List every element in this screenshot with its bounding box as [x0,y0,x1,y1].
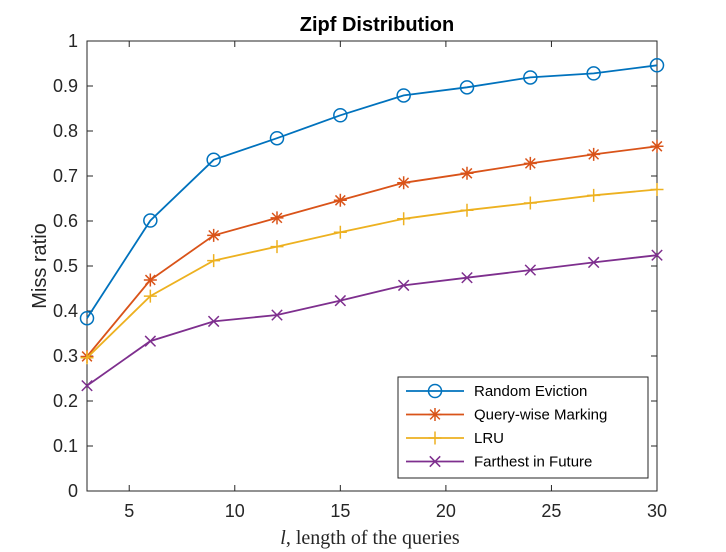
series-random-eviction [79,58,665,326]
cross-marker [587,256,600,269]
y-tick-label: 0 [68,481,78,501]
cross-marker [397,279,410,292]
circle-marker [427,383,443,399]
cross-marker [271,309,283,321]
circle-marker [206,152,221,168]
cross-marker [524,264,537,276]
legend-label: Farthest in Future [474,454,592,471]
plus-marker [270,240,284,254]
cross-marker [429,455,441,468]
cross-marker [334,294,347,307]
plus-marker [397,212,411,226]
plus-marker [143,289,157,303]
cross-marker [461,271,473,284]
x-tick-label: 10 [225,501,245,521]
y-tick-label: 0.8 [53,121,78,141]
circle-marker [459,80,475,95]
x-axis-label-variable: l [280,527,286,549]
chart-title: Zipf Distribution [300,14,454,36]
asterisk-marker [207,228,221,242]
plus-marker [650,183,664,196]
y-tick-label: 0.7 [53,166,78,186]
x-tick-label: 25 [541,501,561,521]
y-axis-label: Miss ratio [29,223,51,309]
series-line [86,188,658,359]
series-line [86,254,658,387]
y-tick-label: 0.6 [53,211,78,231]
asterisk-marker [270,211,284,225]
series-line [86,145,658,358]
circle-marker [333,108,348,123]
series-farthest-in-future [81,249,663,392]
plus-marker [80,351,94,365]
circle-marker [79,310,95,326]
legend-entry: Farthest in Future [406,454,592,471]
y-tick-label: 1 [68,31,78,51]
plus-marker [587,188,601,202]
y-tick-label: 0.2 [53,391,78,411]
circle-marker [523,70,538,85]
cross-marker [144,335,157,347]
legend-entry: Query-wise Marking [406,407,607,424]
x-axis-label-text: , length of the queries [286,527,460,549]
y-tick-label: 0.1 [53,436,78,456]
x-tick-label: 15 [330,501,350,521]
legend-label: LRU [474,430,504,447]
cross-marker [207,315,220,328]
x-tick-label: 30 [647,501,667,521]
circle-marker [586,66,601,81]
asterisk-marker [587,147,601,161]
plus-marker [460,203,474,217]
asterisk-marker [460,166,474,180]
series-lru [80,183,664,365]
asterisk-marker [428,408,442,421]
legend-entry: LRU [406,430,504,447]
y-tick-label: 0.5 [53,256,78,276]
plus-marker [207,254,221,268]
asterisk-marker [650,139,664,153]
plus-marker [523,196,537,210]
plus-marker [333,225,347,239]
legend-entry: Random Eviction [406,383,587,400]
legend-label: Query-wise Marking [474,407,607,424]
cross-marker [651,249,663,261]
legend-label: Random Eviction [474,383,587,400]
circle-marker [143,213,158,228]
cross-marker [81,379,93,392]
x-axis-label: l, length of the queries [280,527,460,549]
y-tick-label: 0.9 [53,76,78,96]
plus-marker [428,431,442,445]
circle-marker [269,130,285,146]
circle-marker [396,88,411,103]
series-query-wise-marking [80,139,664,363]
asterisk-marker [143,273,157,287]
series-line [86,64,658,319]
asterisk-marker [333,193,347,207]
circle-marker [649,58,665,73]
y-tick-label: 0.4 [53,301,78,321]
legend: Random Eviction Query-wise Marking LRU Fart… [397,376,649,479]
y-tick-label: 0.3 [53,346,78,366]
asterisk-marker [397,176,411,190]
x-tick-label: 5 [124,501,134,521]
asterisk-marker [523,156,537,170]
x-tick-label: 20 [436,501,456,521]
